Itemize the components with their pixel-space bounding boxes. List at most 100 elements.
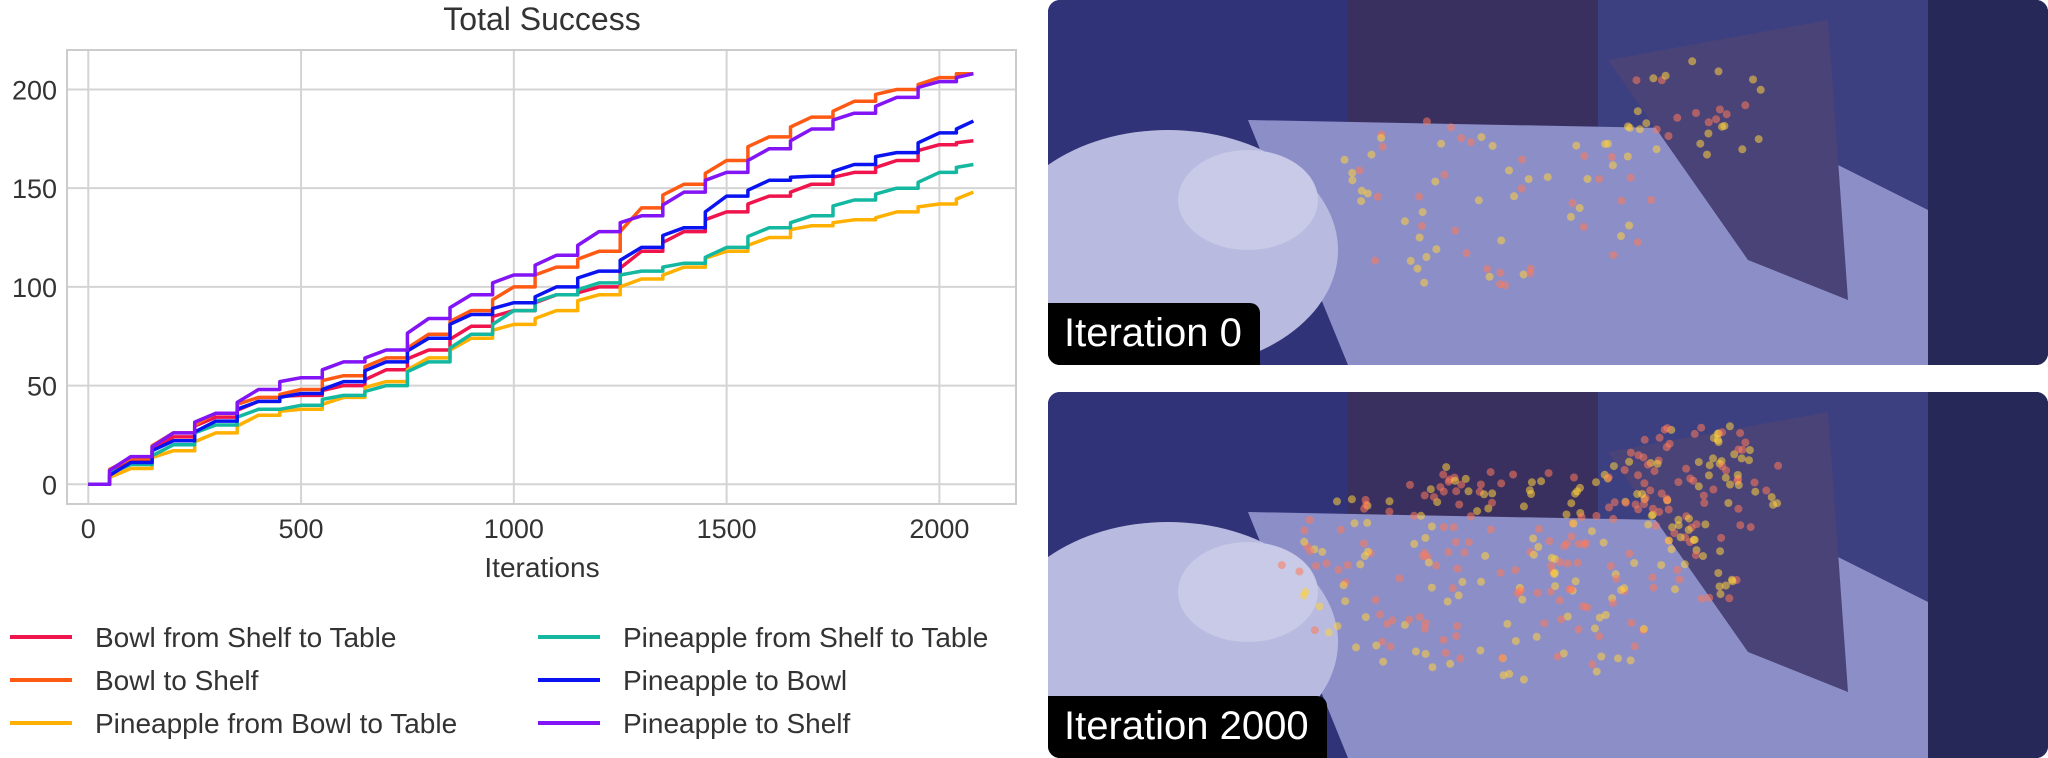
heatmap-dot [1551, 582, 1560, 591]
heatmap-dot [1432, 561, 1441, 570]
heatmap-dot [1443, 597, 1452, 606]
heatmap-dot [1553, 652, 1562, 661]
heatmap-dot [1446, 123, 1455, 132]
heatmap-dot [1527, 490, 1536, 498]
series-line-2 [88, 190, 975, 487]
heatmap-dot [1734, 481, 1743, 490]
heatmap-dot [1277, 561, 1286, 570]
heatmap-dot [1295, 567, 1304, 576]
heatmap-dot [1736, 521, 1745, 530]
heatmap-dot [1633, 107, 1642, 116]
heatmap-dot [1405, 615, 1414, 624]
heatmap-dot [1704, 129, 1713, 138]
heatmap-dot [1518, 155, 1527, 164]
heatmap-dot [1557, 615, 1566, 624]
heatmap-dot [1699, 552, 1707, 561]
heatmap-dot [1736, 429, 1745, 438]
heatmap-dot [1343, 561, 1352, 569]
heatmap-dot [1649, 504, 1657, 513]
heatmap-dot [1751, 487, 1760, 496]
heatmap-dot [1519, 675, 1528, 684]
heatmap-dot [1635, 125, 1644, 134]
heatmap-dot [1606, 562, 1615, 570]
heatmap-dot [1410, 539, 1419, 548]
heatmap-dot [1415, 192, 1424, 201]
heatmap-dot [1583, 603, 1592, 612]
heatmap-dot [1550, 570, 1559, 578]
heatmap-dot [1476, 646, 1485, 655]
legend-label: Bowl to Shelf [95, 665, 259, 696]
heatmap-dot [1417, 511, 1425, 520]
heatmap-dot [1496, 280, 1504, 289]
heatmap-dot [1733, 471, 1742, 479]
heatmap-dot [1529, 550, 1538, 559]
heatmap-dot [1481, 551, 1490, 560]
heatmap-dot [1574, 625, 1583, 634]
heatmap-dot [1410, 511, 1419, 520]
heatmap-dot [1608, 153, 1617, 161]
heatmap-dot [1664, 536, 1673, 545]
heatmap-dot [1626, 656, 1635, 665]
heatmap-dot [1701, 520, 1710, 529]
heatmap-dot [1767, 493, 1776, 502]
heatmap-dot [1714, 569, 1723, 577]
heatmap-dot [1379, 657, 1388, 666]
heatmap-dot [1442, 463, 1451, 472]
y-tick-label: 100 [12, 273, 57, 303]
heatmap-dot [1355, 166, 1364, 175]
heatmap-dot [1540, 619, 1549, 628]
heatmap-dot [1451, 226, 1460, 235]
heatmap-dot [1496, 568, 1505, 577]
heatmap-dot [1577, 512, 1586, 521]
heatmap-dot [1725, 422, 1734, 431]
heatmap-dot [1547, 561, 1556, 570]
heatmap-dot [1686, 474, 1695, 483]
heatmap-dot [1653, 459, 1662, 468]
heatmap-dot [1597, 652, 1606, 661]
heatmap-dot [1754, 135, 1763, 144]
heatmap-dot [1605, 503, 1613, 512]
heatmap-dot [1415, 613, 1424, 622]
heatmap-dot [1460, 548, 1469, 557]
heatmap-dot [1372, 641, 1381, 650]
heatmap-dot [1612, 574, 1621, 583]
heatmap-dot [1620, 466, 1629, 474]
heatmap-dot [1592, 478, 1600, 487]
heatmap-dot [1704, 471, 1713, 480]
heatmap-dot [1545, 537, 1554, 546]
heatmap-dot [1581, 539, 1590, 548]
heatmap-dot [1519, 502, 1528, 511]
heatmap-dot [1559, 649, 1568, 658]
heatmap-dot [1738, 145, 1747, 154]
heatmap-dot [1421, 533, 1430, 542]
heatmap-dot [1498, 654, 1507, 663]
heatmap-dot [1348, 168, 1357, 177]
heatmap-dot [1699, 491, 1708, 500]
heatmap-dot [1570, 473, 1578, 482]
heatmap-dot [1427, 522, 1436, 531]
heatmap-dot [1455, 500, 1464, 509]
heatmap-dot [1647, 511, 1656, 520]
heatmap-dot [1565, 585, 1574, 594]
heatmap-dot [1363, 189, 1372, 198]
heatmap-dot [1624, 122, 1632, 131]
series-line-5 [88, 71, 974, 487]
heatmap-dot [1385, 507, 1394, 516]
heatmap-dot [1655, 507, 1664, 516]
heatmap-dot [1609, 514, 1618, 523]
heatmap-dot [1352, 643, 1360, 652]
y-tick-label: 150 [12, 174, 57, 204]
heatmap-dot [1571, 577, 1580, 586]
heatmap-dot [1580, 152, 1589, 161]
heatmap-dot [1453, 564, 1462, 573]
heatmap-dot [1334, 565, 1343, 574]
heatmap-dot [1420, 491, 1429, 500]
heatmap-dot [1639, 624, 1648, 633]
heatmap-dot [1497, 479, 1506, 488]
heatmap-dot [1737, 454, 1746, 463]
x-tick-label: 1500 [697, 514, 757, 544]
heatmap-dot [1630, 559, 1639, 567]
heatmap-dot [1511, 566, 1520, 575]
heatmap-dot [1642, 119, 1651, 128]
heatmap-dot [1595, 175, 1604, 184]
